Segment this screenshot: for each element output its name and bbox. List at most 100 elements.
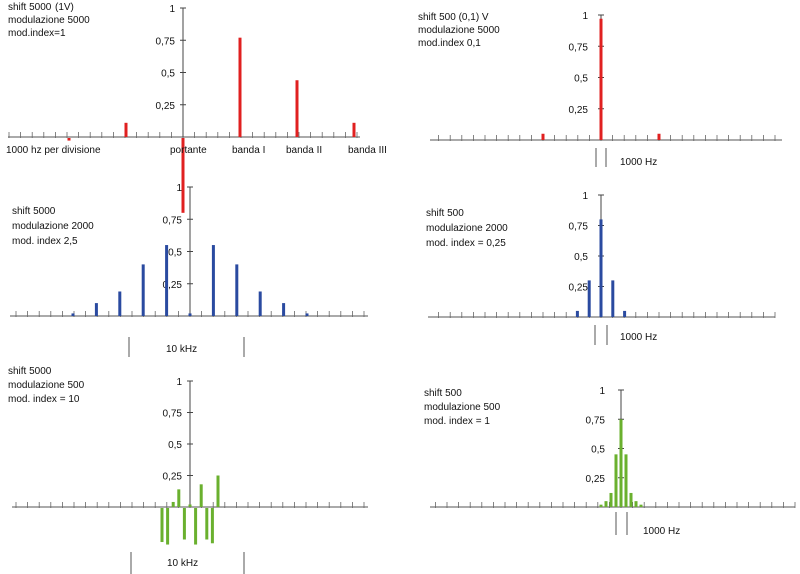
x-axis-label: banda II <box>286 145 322 156</box>
y-tick-label: 0,75 <box>569 222 589 233</box>
spectral-line-bar <box>199 484 203 507</box>
annotation-text: shift 500 (0,1) V <box>418 12 489 23</box>
spectral-line-bar <box>258 291 262 316</box>
spectral-line-bar <box>599 18 603 140</box>
x-axis-label: banda III <box>348 145 387 156</box>
spectral-line-bar <box>624 454 628 507</box>
spectral-line-bar <box>216 475 220 507</box>
y-tick-label: 0,5 <box>161 69 175 80</box>
voltage-label: (1V) <box>55 2 74 13</box>
annotation-text: mod. index = 0,25 <box>426 238 506 249</box>
y-tick-label: 0,5 <box>168 248 182 259</box>
spectral-line-bar <box>352 122 356 137</box>
span-label: 10 kHz <box>166 344 197 355</box>
spectrum-panel-2: 1 0,75 0,5 0,25 shift 500 (0,1) V modulazione… <box>418 11 782 168</box>
x-axis-label: banda I <box>232 145 265 156</box>
span-label: 1000 Hz <box>643 526 680 537</box>
spectral-line-bar <box>171 501 175 507</box>
spectral-line-bar <box>210 508 214 544</box>
x-axis-label: 1000 hz per divisione <box>6 145 101 156</box>
spectral-line-bar <box>614 454 618 507</box>
spectral-line-bar <box>295 80 299 137</box>
y-tick-label: 0,75 <box>569 42 589 53</box>
y-tick-label: 0,25 <box>569 105 589 116</box>
y-tick-label: 0,5 <box>591 445 605 456</box>
y-tick-label: 1 <box>176 183 182 194</box>
spectral-line-bar <box>634 501 638 507</box>
annotation-text: shift 5000 <box>8 2 52 13</box>
spectral-line-bar <box>177 489 181 507</box>
spectral-line-bar <box>194 508 198 545</box>
annotation-text: modulazione 2000 <box>426 223 508 234</box>
y-tick-label: 0,75 <box>163 215 183 226</box>
spectral-line-bar <box>118 291 122 316</box>
spectral-line-bar <box>67 138 71 141</box>
spectral-line-bar <box>609 492 613 507</box>
spectral-line-bar <box>604 501 608 507</box>
y-tick-label: 1 <box>582 191 588 202</box>
annotation-text: mod.index 0,1 <box>418 38 481 49</box>
span-label: 1000 Hz <box>620 157 657 168</box>
spectral-line-bar <box>71 313 75 316</box>
spectrum-panel-1: 1 0,75 0,5 0,25 shift 5000 modulazione 5000 mo… <box>6 2 387 213</box>
annotation-text: modulazione 500 <box>424 402 501 413</box>
spectral-line-bar <box>182 508 186 540</box>
y-tick-label: 0,5 <box>574 252 588 263</box>
spectral-line-bar <box>181 138 185 213</box>
annotation-text: shift 5000 <box>12 206 56 217</box>
spectral-line-bar <box>541 133 545 140</box>
spectral-line-bar <box>611 280 615 317</box>
y-tick-label: 1 <box>169 4 175 15</box>
spectral-line-bar <box>305 313 309 316</box>
spectral-line-bar <box>235 264 239 316</box>
spectral-line-bar <box>188 504 192 507</box>
y-tick-label: 0,25 <box>163 280 183 291</box>
spectral-line-bar <box>599 219 603 317</box>
spectral-line-bar <box>575 310 579 317</box>
span-label: 1000 Hz <box>620 332 657 343</box>
spectrum-panel-4: 1 0,75 0,5 0,25 shift 500 modulazione 2000 mod… <box>426 191 776 345</box>
y-tick-label: 0,5 <box>168 440 182 451</box>
spectral-line-bar <box>211 245 215 316</box>
spectral-line-bar <box>639 504 643 507</box>
y-tick-label: 1 <box>599 386 605 397</box>
spectral-line-bar <box>205 508 209 540</box>
y-tick-label: 1 <box>176 377 182 388</box>
annotation-text: shift 500 <box>426 208 464 219</box>
spectral-line-bar <box>623 310 627 317</box>
spectrum-panel-5: 1 0,75 0,5 0,25 shift 5000 modulazione 500 mod… <box>8 366 368 574</box>
y-tick-label: 0,25 <box>156 101 176 112</box>
annotation-text: modulazione 5000 <box>8 15 90 26</box>
spectral-line-bar <box>166 508 170 545</box>
spectral-line-bar <box>160 508 164 543</box>
annotation-text: shift 500 <box>424 388 462 399</box>
annotation-text: modulazione 5000 <box>418 25 500 36</box>
x-axis-label: portante <box>170 145 207 156</box>
spectral-line-bar <box>94 303 98 316</box>
y-tick-label: 0,75 <box>586 415 606 426</box>
annotation-text: modulazione 2000 <box>12 221 94 232</box>
spectral-line-bar <box>165 245 169 316</box>
y-tick-label: 0,75 <box>163 409 183 420</box>
y-tick-label: 0,75 <box>156 36 176 47</box>
y-tick-label: 0,5 <box>574 74 588 85</box>
y-tick-label: 0,25 <box>163 472 183 483</box>
spectral-line-bar <box>188 313 192 316</box>
y-tick-label: 0,25 <box>586 474 606 485</box>
spectrum-panel-6: 1 0,75 0,5 0,25 shift 500 modulazione 500 mod.… <box>424 386 796 537</box>
spectral-line-bar <box>587 280 591 317</box>
spectral-line-bar <box>282 303 286 316</box>
annotation-text: mod. index 2,5 <box>12 236 78 247</box>
spectral-line-bar <box>619 419 623 507</box>
y-tick-label: 0,25 <box>569 283 589 294</box>
annotation-text: modulazione 500 <box>8 380 85 391</box>
spectral-line-bar <box>141 264 145 316</box>
spectral-line-bar <box>657 133 661 140</box>
annotation-text: mod. index = 1 <box>424 416 490 427</box>
spectral-line-bar <box>124 122 128 137</box>
spectrum-panel-3: 1 0,75 0,5 0,25 shift 5000 modulazione 2000 mo… <box>10 183 368 357</box>
spectral-line-bar <box>238 37 242 137</box>
span-label: 10 kHz <box>167 558 198 569</box>
y-tick-label: 1 <box>582 11 588 22</box>
